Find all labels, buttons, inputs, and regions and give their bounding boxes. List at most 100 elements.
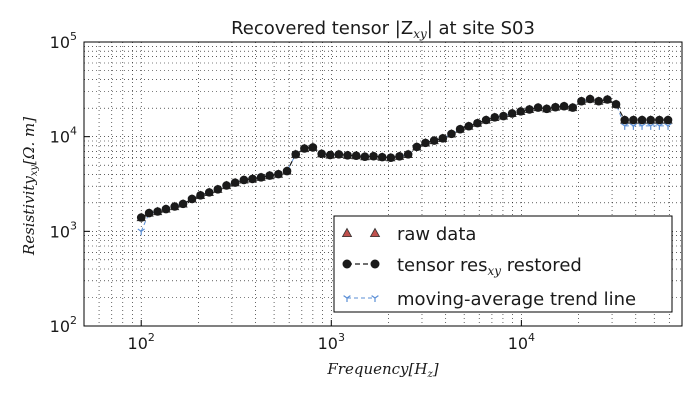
point-restored — [438, 134, 448, 143]
marker-stroke — [667, 122, 672, 127]
point-restored — [144, 208, 154, 218]
marker-stroke — [655, 122, 660, 127]
point-restored — [611, 99, 621, 109]
point-restored — [256, 173, 266, 182]
point-restored — [351, 151, 361, 160]
point-restored — [291, 150, 301, 159]
point-trend-line — [629, 122, 638, 130]
point-restored — [343, 151, 352, 160]
point-restored — [334, 150, 344, 159]
legend-marker-restored — [342, 259, 352, 269]
legend-marker-raw — [341, 227, 353, 238]
point-restored — [274, 169, 283, 179]
point-restored — [325, 150, 335, 160]
marker-stroke — [633, 122, 638, 127]
marker-stroke — [659, 122, 664, 127]
point-restored — [663, 115, 673, 125]
series-line-restored — [140, 98, 668, 219]
marker-stroke — [641, 122, 646, 127]
x-tick-label: 102 — [128, 331, 155, 353]
x-axis-ticks: 102 103 104 — [128, 320, 535, 353]
point-restored — [403, 150, 413, 159]
point-restored — [594, 96, 604, 106]
point-restored — [213, 184, 223, 194]
point-trend-line — [646, 122, 655, 130]
marker-stroke — [646, 122, 652, 127]
point-restored — [153, 207, 162, 216]
plot-frame — [83, 41, 683, 327]
point-restored — [603, 95, 612, 104]
legend: raw data tensor resxy restored moving-av… — [333, 215, 673, 313]
point-restored — [637, 115, 647, 125]
point-restored — [481, 115, 491, 125]
point-restored — [178, 199, 188, 209]
point-restored — [499, 111, 508, 121]
legend-box — [333, 215, 673, 313]
y-axis-label: Resistivityxy[Ω. m] — [20, 117, 40, 256]
point-restored — [187, 194, 197, 204]
point-restored — [282, 166, 292, 176]
legend-marker-trend — [343, 295, 351, 302]
point-restored — [620, 115, 630, 125]
point-restored — [455, 124, 465, 134]
legend-marker-raw — [369, 227, 381, 238]
point-restored — [248, 174, 257, 184]
point-restored — [170, 202, 179, 211]
marker-stroke — [371, 295, 376, 299]
point-restored — [360, 152, 370, 161]
legend-label-restored: tensor resxy restored — [397, 255, 582, 278]
marker-stroke — [629, 122, 634, 127]
point-restored — [412, 142, 422, 152]
point-restored — [542, 104, 552, 114]
point-restored — [568, 103, 578, 112]
point-restored — [559, 101, 569, 111]
point-restored — [507, 109, 517, 118]
marker-stroke — [650, 122, 655, 127]
point-restored — [464, 121, 474, 131]
point-restored — [204, 188, 214, 197]
point-trend-line — [638, 122, 646, 130]
marker-stroke — [140, 228, 145, 232]
point-trend-line — [137, 228, 145, 236]
point-restored — [136, 213, 146, 222]
marker-stroke — [137, 228, 142, 232]
marker-stroke — [620, 122, 626, 127]
point-restored — [161, 204, 171, 214]
point-restored — [222, 181, 231, 190]
y-tick-label: 102 — [50, 314, 77, 336]
point-restored — [300, 144, 309, 153]
point-restored — [395, 152, 404, 161]
point-restored — [429, 136, 439, 145]
x-tick-label: 104 — [508, 331, 535, 353]
marker-stroke — [664, 122, 669, 127]
marker-stroke — [346, 295, 351, 299]
point-trend-line — [655, 122, 664, 130]
point-restored — [525, 105, 534, 114]
point-restored — [196, 191, 205, 200]
point-restored — [533, 103, 543, 112]
point-restored — [585, 94, 595, 104]
point-trend-line — [664, 122, 672, 130]
point-restored — [577, 96, 586, 106]
point-restored — [473, 118, 482, 128]
point-restored — [230, 178, 240, 187]
marker-stroke — [624, 122, 629, 127]
point-restored — [377, 152, 387, 162]
legend-markers — [341, 227, 381, 302]
x-tick-label: 103 — [318, 331, 345, 353]
marker-stroke — [343, 295, 348, 299]
y-tick-label: 105 — [50, 30, 77, 52]
point-restored — [239, 175, 249, 185]
point-trend-line — [620, 122, 629, 130]
legend-label-trend-line: moving-average trend line — [397, 289, 636, 310]
point-restored — [308, 143, 318, 152]
y-tick-label: 104 — [50, 125, 77, 147]
point-restored — [369, 151, 378, 161]
marker-stroke — [374, 295, 379, 299]
point-restored — [386, 153, 396, 162]
legend-marker-trend — [371, 295, 379, 302]
y-tick-label: 103 — [50, 219, 77, 241]
legend-label-raw-data: raw data — [397, 224, 476, 245]
chart-title: Recovered tensor |Zxy| at site S03 — [231, 18, 535, 41]
